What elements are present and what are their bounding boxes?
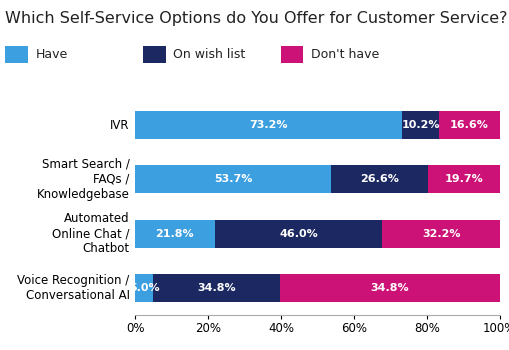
Text: 32.2%: 32.2% xyxy=(421,229,460,239)
Text: 34.8%: 34.8% xyxy=(197,283,236,293)
Bar xyxy=(135,165,330,194)
Text: 73.2%: 73.2% xyxy=(249,120,287,130)
Bar xyxy=(135,274,153,302)
Text: Have: Have xyxy=(36,48,68,61)
Text: 46.0%: 46.0% xyxy=(278,229,317,239)
Text: 21.8%: 21.8% xyxy=(155,229,194,239)
Text: 34.8%: 34.8% xyxy=(370,283,409,293)
Text: Don't have: Don't have xyxy=(310,48,379,61)
Bar xyxy=(330,165,427,194)
Text: 5.0%: 5.0% xyxy=(129,283,159,293)
Text: 10.2%: 10.2% xyxy=(401,120,439,130)
Text: On wish list: On wish list xyxy=(173,48,245,61)
Bar xyxy=(382,219,499,248)
Text: 53.7%: 53.7% xyxy=(213,174,252,184)
Bar xyxy=(214,219,382,248)
Bar xyxy=(135,111,401,139)
Text: 19.7%: 19.7% xyxy=(444,174,483,184)
Bar xyxy=(401,111,438,139)
Bar xyxy=(153,274,280,302)
Bar xyxy=(438,111,499,139)
Bar xyxy=(427,165,499,194)
Text: 16.6%: 16.6% xyxy=(449,120,488,130)
Text: Which Self-Service Options do You Offer for Customer Service?: Which Self-Service Options do You Offer … xyxy=(5,10,506,26)
Text: 26.6%: 26.6% xyxy=(359,174,398,184)
Bar xyxy=(280,274,499,302)
Bar xyxy=(135,219,214,248)
